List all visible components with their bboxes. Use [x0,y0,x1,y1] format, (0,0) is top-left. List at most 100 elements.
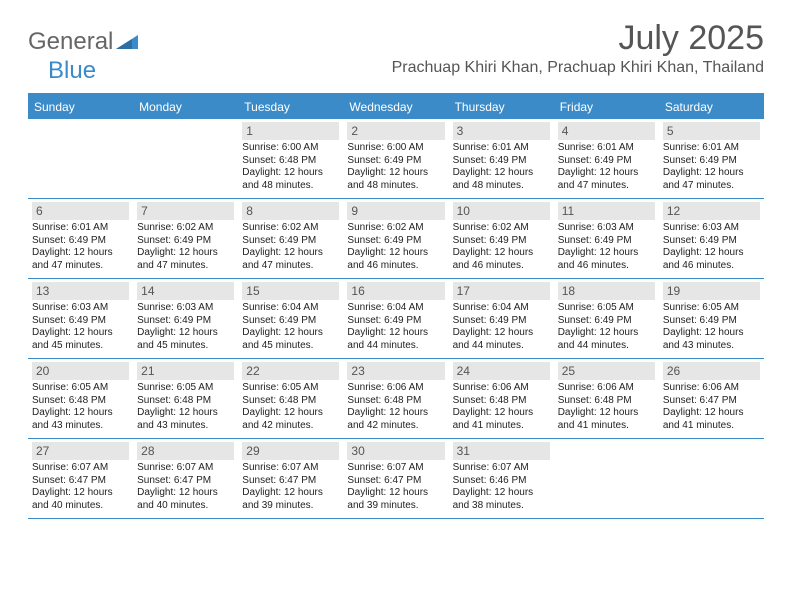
sunset-text: Sunset: 6:49 PM [663,155,760,168]
day-info: Sunrise: 6:07 AMSunset: 6:47 PMDaylight:… [242,462,339,512]
day-number: 19 [663,282,760,300]
sunset-text: Sunset: 6:47 PM [663,395,760,408]
day-number: 30 [347,442,444,460]
sunset-text: Sunset: 6:49 PM [137,315,234,328]
daylight-text: Daylight: 12 hours and 45 minutes. [137,327,234,352]
calendar-day: 11Sunrise: 6:03 AMSunset: 6:49 PMDayligh… [554,199,659,278]
day-number: 20 [32,362,129,380]
sunset-text: Sunset: 6:48 PM [453,395,550,408]
sunset-text: Sunset: 6:49 PM [663,315,760,328]
calendar-day: 10Sunrise: 6:02 AMSunset: 6:49 PMDayligh… [449,199,554,278]
sunrise-text: Sunrise: 6:03 AM [663,222,760,235]
day-info: Sunrise: 6:06 AMSunset: 6:48 PMDaylight:… [347,382,444,432]
sunset-text: Sunset: 6:49 PM [558,155,655,168]
sunrise-text: Sunrise: 6:03 AM [137,302,234,315]
day-number: 16 [347,282,444,300]
day-info: Sunrise: 6:03 AMSunset: 6:49 PMDaylight:… [663,222,760,272]
day-info: Sunrise: 6:01 AMSunset: 6:49 PMDaylight:… [558,142,655,192]
sunrise-text: Sunrise: 6:04 AM [453,302,550,315]
daylight-text: Daylight: 12 hours and 45 minutes. [32,327,129,352]
brand-logo: General [28,20,140,56]
day-info: Sunrise: 6:04 AMSunset: 6:49 PMDaylight:… [453,302,550,352]
daylight-text: Daylight: 12 hours and 41 minutes. [663,407,760,432]
sunrise-text: Sunrise: 6:06 AM [453,382,550,395]
calendar-day: 4 Sunrise: 6:01 AMSunset: 6:49 PMDaylight… [554,119,659,198]
calendar-day: 1Sunrise: 6:00 AMSunset: 6:48 PMDaylight… [238,119,343,198]
sunrise-text: Sunrise: 6:06 AM [347,382,444,395]
daylight-text: Daylight: 12 hours and 47 minutes. [242,247,339,272]
sunrise-text: Sunrise: 6:02 AM [347,222,444,235]
calendar-day: 14 Sunrise: 6:03 AMSunset: 6:49 PMDayligh… [133,279,238,358]
calendar-day: 26Sunrise: 6:06 AMSunset: 6:47 PMDayligh… [659,359,764,438]
sunset-text: Sunset: 6:49 PM [32,315,129,328]
sunrise-text: Sunrise: 6:05 AM [242,382,339,395]
sunset-text: Sunset: 6:49 PM [242,235,339,248]
sunrise-text: Sunrise: 6:03 AM [558,222,655,235]
day-info: Sunrise: 6:01 AMSunset: 6:49 PMDaylight:… [663,142,760,192]
day-info: Sunrise: 6:05 AMSunset: 6:49 PMDaylight:… [558,302,655,352]
sunrise-text: Sunrise: 6:07 AM [242,462,339,475]
brand-part2: Blue [28,57,96,84]
day-info: Sunrise: 6:07 AMSunset: 6:47 PMDaylight:… [137,462,234,512]
day-number: 13 [32,282,129,300]
day-info: Sunrise: 6:02 AMSunset: 6:49 PMDaylight:… [242,222,339,272]
day-number: 21 [137,362,234,380]
day-info: Sunrise: 6:05 AMSunset: 6:49 PMDaylight:… [663,302,760,352]
brand-part1: General [28,28,113,56]
day-number: 25 [558,362,655,380]
sunrise-text: Sunrise: 6:04 AM [347,302,444,315]
sunrise-text: Sunrise: 6:07 AM [137,462,234,475]
daylight-text: Daylight: 12 hours and 47 minutes. [32,247,129,272]
day-info: Sunrise: 6:05 AMSunset: 6:48 PMDaylight:… [32,382,129,432]
day-number: 17 [453,282,550,300]
calendar-day: 3Sunrise: 6:01 AMSunset: 6:49 PMDaylight… [449,119,554,198]
day-number: 24 [453,362,550,380]
sunset-text: Sunset: 6:49 PM [453,155,550,168]
day-info: Sunrise: 6:01 AMSunset: 6:49 PMDaylight:… [453,142,550,192]
day-info: Sunrise: 6:06 AMSunset: 6:47 PMDaylight:… [663,382,760,432]
brand-triangle-icon [116,28,138,56]
daylight-text: Daylight: 12 hours and 38 minutes. [453,487,550,512]
daylight-text: Daylight: 12 hours and 46 minutes. [663,247,760,272]
sunrise-text: Sunrise: 6:01 AM [32,222,129,235]
day-number: 12 [663,202,760,220]
day-of-week-header: Sunday Monday Tuesday Wednesday Thursday… [28,95,764,119]
day-number: 4 [558,122,655,140]
sunrise-text: Sunrise: 6:06 AM [663,382,760,395]
sunset-text: Sunset: 6:49 PM [137,235,234,248]
sunrise-text: Sunrise: 6:05 AM [558,302,655,315]
day-info: Sunrise: 6:05 AMSunset: 6:48 PMDaylight:… [242,382,339,432]
daylight-text: Daylight: 12 hours and 42 minutes. [242,407,339,432]
calendar-day: 23Sunrise: 6:06 AMSunset: 6:48 PMDayligh… [343,359,448,438]
calendar-day: 27Sunrise: 6:07 AMSunset: 6:47 PMDayligh… [28,439,133,518]
day-info: Sunrise: 6:07 AMSunset: 6:47 PMDaylight:… [347,462,444,512]
daylight-text: Daylight: 12 hours and 39 minutes. [242,487,339,512]
sunset-text: Sunset: 6:47 PM [347,475,444,488]
day-info: Sunrise: 6:05 AMSunset: 6:48 PMDaylight:… [137,382,234,432]
sunrise-text: Sunrise: 6:01 AM [453,142,550,155]
day-info: Sunrise: 6:00 AMSunset: 6:49 PMDaylight:… [347,142,444,192]
day-info: Sunrise: 6:01 AMSunset: 6:49 PMDaylight:… [32,222,129,272]
sunrise-text: Sunrise: 6:07 AM [347,462,444,475]
day-info: Sunrise: 6:02 AMSunset: 6:49 PMDaylight:… [137,222,234,272]
calendar-week-row: 1Sunrise: 6:00 AMSunset: 6:48 PMDaylight… [28,119,764,199]
sunrise-text: Sunrise: 6:00 AM [242,142,339,155]
sunrise-text: Sunrise: 6:05 AM [137,382,234,395]
calendar-week-row: 20Sunrise: 6:05 AMSunset: 6:48 PMDayligh… [28,359,764,439]
sunset-text: Sunset: 6:46 PM [453,475,550,488]
day-number: 7 [137,202,234,220]
daylight-text: Daylight: 12 hours and 41 minutes. [558,407,655,432]
calendar-week-row: 27Sunrise: 6:07 AMSunset: 6:47 PMDayligh… [28,439,764,519]
calendar-day-empty [133,119,238,198]
sunset-text: Sunset: 6:49 PM [32,235,129,248]
calendar-day: 21 Sunrise: 6:05 AMSunset: 6:48 PMDayligh… [133,359,238,438]
day-number: 14 [137,282,234,300]
sunset-text: Sunset: 6:47 PM [242,475,339,488]
day-info: Sunrise: 6:03 AMSunset: 6:49 PMDaylight:… [558,222,655,272]
sunset-text: Sunset: 6:49 PM [347,155,444,168]
sunset-text: Sunset: 6:49 PM [347,315,444,328]
calendar-day: 28Sunrise: 6:07 AMSunset: 6:47 PMDayligh… [133,439,238,518]
sunset-text: Sunset: 6:49 PM [347,235,444,248]
day-number: 8 [242,202,339,220]
day-number: 15 [242,282,339,300]
